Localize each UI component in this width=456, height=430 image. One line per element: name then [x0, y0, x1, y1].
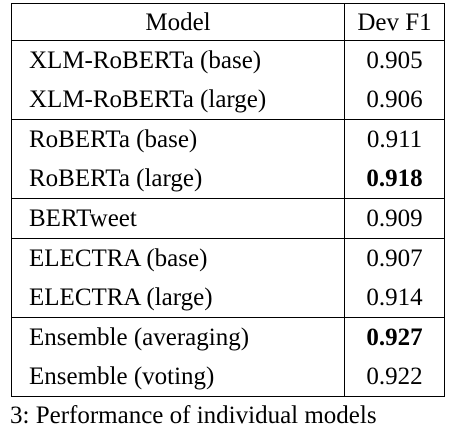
- dev-f1-cell: 0.911: [344, 119, 445, 159]
- dev-f1-cell: 0.906: [344, 80, 445, 120]
- header-dev-f1: Dev F1: [344, 3, 445, 41]
- dev-f1-cell: 0.918: [344, 159, 445, 199]
- table-row: XLM-RoBERTa (base) 0.905: [11, 40, 445, 80]
- results-table: Model Dev F1 XLM-RoBERTa (base) 0.905 XLM-…: [11, 3, 445, 397]
- model-name-cell: XLM-RoBERTa (large): [29, 86, 267, 113]
- dev-f1-cell: 0.927: [344, 317, 445, 357]
- table-row: RoBERTa (large) 0.918: [12, 159, 445, 199]
- model-name-cell: RoBERTa (large): [29, 165, 203, 192]
- table-row: Ensemble (voting) 0.922: [12, 357, 445, 397]
- dev-f1-cell: 0.909: [344, 198, 445, 239]
- header-model: Model: [11, 3, 345, 41]
- table-body: XLM-RoBERTa (base) 0.905 XLM-RoBERTa (larg…: [11, 40, 445, 397]
- model-name-cell: ELECTRA (large): [29, 284, 213, 311]
- model-name-cell: ELECTRA (base): [11, 238, 345, 278]
- header-row: Model Dev F1: [11, 3, 445, 41]
- model-name-cell: RoBERTa (base): [11, 119, 345, 159]
- model-name-cell: Ensemble (voting): [29, 363, 215, 390]
- table-row: BERTweet 0.909: [11, 198, 445, 239]
- model-name-cell: BERTweet: [11, 198, 345, 239]
- dev-f1-cell: 0.922: [344, 357, 445, 397]
- dev-f1-cell: 0.905: [344, 40, 445, 80]
- table-row: RoBERTa (base) 0.911: [11, 119, 445, 159]
- table-row: ELECTRA (large) 0.914: [12, 278, 445, 318]
- table-caption: 3: Performance of individual models: [10, 402, 377, 429]
- model-name-cell: Ensemble (averaging): [11, 317, 345, 357]
- table-row: ELECTRA (base) 0.907: [11, 238, 445, 278]
- dev-f1-cell: 0.914: [344, 278, 445, 318]
- model-name-cell: XLM-RoBERTa (base): [11, 40, 345, 80]
- dev-f1-cell: 0.907: [344, 238, 445, 278]
- table-row: Ensemble (averaging) 0.927: [11, 317, 445, 357]
- table-row: XLM-RoBERTa (large) 0.906: [12, 80, 445, 120]
